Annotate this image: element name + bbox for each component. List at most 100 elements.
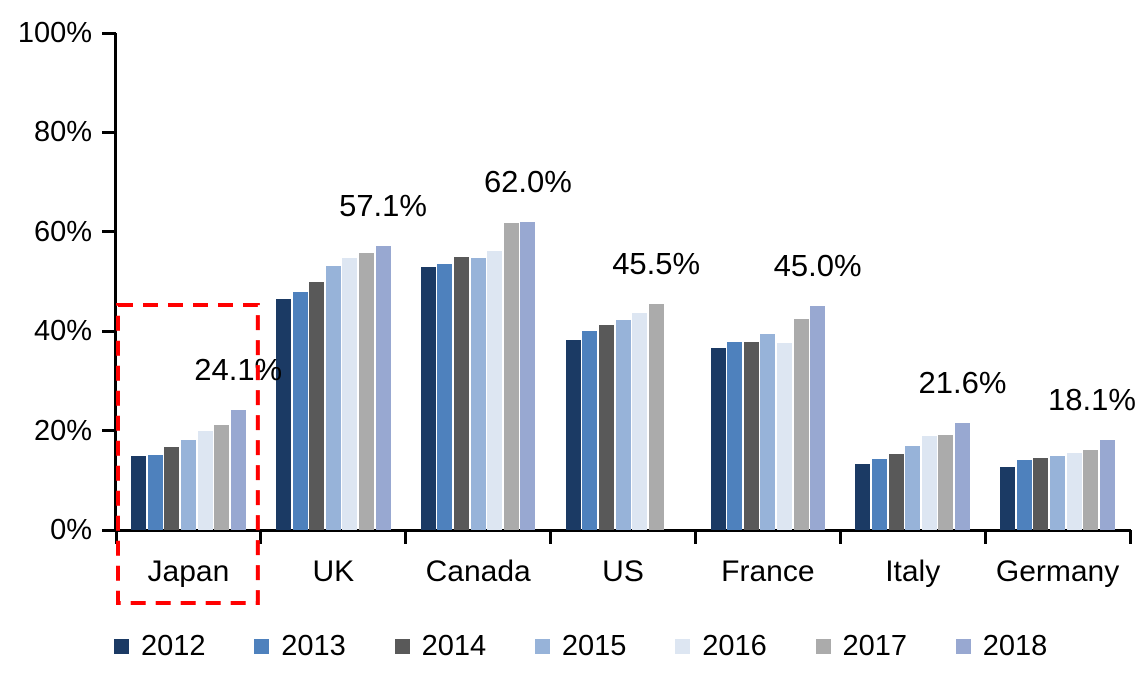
bar-france-2012 — [710, 348, 726, 530]
bar-germany-2014 — [1033, 457, 1049, 530]
bar-italy-2014 — [888, 453, 904, 530]
legend-item-2017: 2017 — [815, 629, 908, 663]
bar-us-2016 — [632, 312, 648, 530]
bar-france-2014 — [743, 342, 759, 530]
x-tick — [549, 530, 553, 544]
bar-uk-2018 — [375, 246, 391, 530]
y-tick — [102, 130, 116, 134]
y-axis-tick-label: 0% — [50, 514, 92, 546]
legend-color-swatch — [114, 638, 129, 654]
legend-item-2014: 2014 — [394, 629, 487, 663]
bar-uk-2015 — [325, 265, 341, 530]
bar-canada-2012 — [420, 267, 436, 530]
bar-value-label: 45.0% — [773, 248, 862, 284]
bar-uk-2017 — [358, 252, 374, 530]
bar-italy-2015 — [905, 446, 921, 530]
y-axis-line — [114, 33, 117, 531]
legend-year-label: 2016 — [702, 630, 767, 662]
legend-item-2018: 2018 — [955, 629, 1048, 663]
bar-us-2013 — [582, 331, 598, 530]
bar-uk-2013 — [292, 292, 308, 530]
bar-germany-2012 — [1000, 466, 1016, 530]
bar-italy-2013 — [872, 459, 887, 530]
x-tick — [693, 530, 697, 544]
x-axis-category-label: Germany — [995, 555, 1120, 588]
legend-year-label: 2017 — [842, 630, 908, 662]
bar-france-2016 — [776, 343, 792, 530]
bar-uk-2014 — [309, 282, 325, 530]
y-tick — [102, 429, 116, 433]
legend-color-swatch — [534, 638, 550, 654]
x-axis-category-label: Japan — [147, 555, 230, 588]
bar-japan-2018 — [230, 410, 246, 530]
y-axis-tick-label: 80% — [33, 116, 92, 149]
bar-canada-2014 — [454, 257, 470, 530]
bar-germany-2015 — [1050, 456, 1066, 530]
x-axis-category-label: France — [721, 555, 815, 588]
bar-italy-2018 — [955, 422, 970, 530]
bar-canada-2013 — [437, 264, 453, 530]
legend-item-2013: 2013 — [254, 629, 346, 663]
bar-value-label: 62.0% — [483, 163, 572, 199]
y-tick — [102, 230, 116, 234]
bar-value-label: 24.1% — [194, 352, 283, 388]
legend-color-swatch — [394, 638, 410, 654]
bar-canada-2015 — [470, 258, 486, 530]
y-axis-tick-label: 100% — [17, 17, 92, 49]
bar-germany-2017 — [1083, 450, 1099, 530]
x-tick — [1128, 530, 1132, 544]
bar-france-2017 — [793, 319, 809, 530]
y-tick — [102, 528, 116, 532]
bar-france-2013 — [727, 342, 743, 530]
x-tick — [114, 530, 118, 544]
x-tick — [983, 530, 987, 544]
bar-italy-2016 — [921, 435, 937, 530]
legend-year-label: 2014 — [421, 630, 487, 662]
bar-uk-2012 — [275, 298, 291, 530]
x-axis-category-label: Canada — [425, 555, 531, 588]
bar-us-2015 — [615, 319, 631, 530]
y-tick — [102, 329, 116, 333]
bar-us-2014 — [598, 325, 614, 530]
legend-color-swatch — [675, 638, 691, 654]
bar-canada-2016 — [487, 251, 503, 530]
x-axis-category-label: Italy — [885, 555, 941, 588]
bar-uk-2016 — [342, 257, 358, 530]
bar-value-label: 18.1% — [1048, 382, 1136, 418]
bar-france-2018 — [810, 306, 826, 530]
legend-item-2012: 2012 — [114, 629, 206, 663]
legend-item-2016: 2016 — [675, 629, 767, 663]
legend-year-label: 2013 — [281, 630, 346, 662]
x-axis-line — [114, 529, 1131, 532]
bar-japan-2015 — [180, 440, 196, 530]
y-axis-tick-label: 20% — [33, 414, 92, 447]
y-axis-tick-label: 60% — [33, 215, 92, 248]
bar-japan-2013 — [147, 455, 163, 530]
legend-color-swatch — [955, 638, 971, 654]
legend-color-swatch — [815, 638, 831, 654]
legend-item-2015: 2015 — [534, 629, 627, 663]
bar-japan-2012 — [131, 455, 147, 530]
bar-value-label: 45.5% — [612, 245, 701, 281]
legend-color-swatch — [254, 638, 270, 654]
x-tick — [259, 530, 263, 544]
y-axis-tick-label: 40% — [33, 315, 92, 348]
bar-canada-2017 — [503, 222, 519, 530]
legend-year-label: 2012 — [141, 630, 206, 662]
x-axis-category-label: US — [602, 555, 644, 588]
bar-us-2017 — [648, 303, 664, 530]
x-tick — [838, 530, 842, 544]
bar-france-2015 — [760, 334, 776, 530]
bar-canada-2018 — [520, 221, 536, 530]
legend-year-label: 2018 — [982, 630, 1048, 662]
bar-germany-2013 — [1016, 459, 1032, 530]
bar-us-2012 — [565, 340, 581, 530]
bar-japan-2017 — [214, 425, 230, 530]
bar-italy-2017 — [938, 434, 954, 530]
bar-japan-2014 — [164, 447, 180, 530]
x-tick — [404, 530, 408, 544]
bar-germany-2018 — [1099, 440, 1115, 530]
legend-year-label: 2015 — [561, 630, 627, 662]
bar-value-label: 57.1% — [339, 188, 427, 224]
